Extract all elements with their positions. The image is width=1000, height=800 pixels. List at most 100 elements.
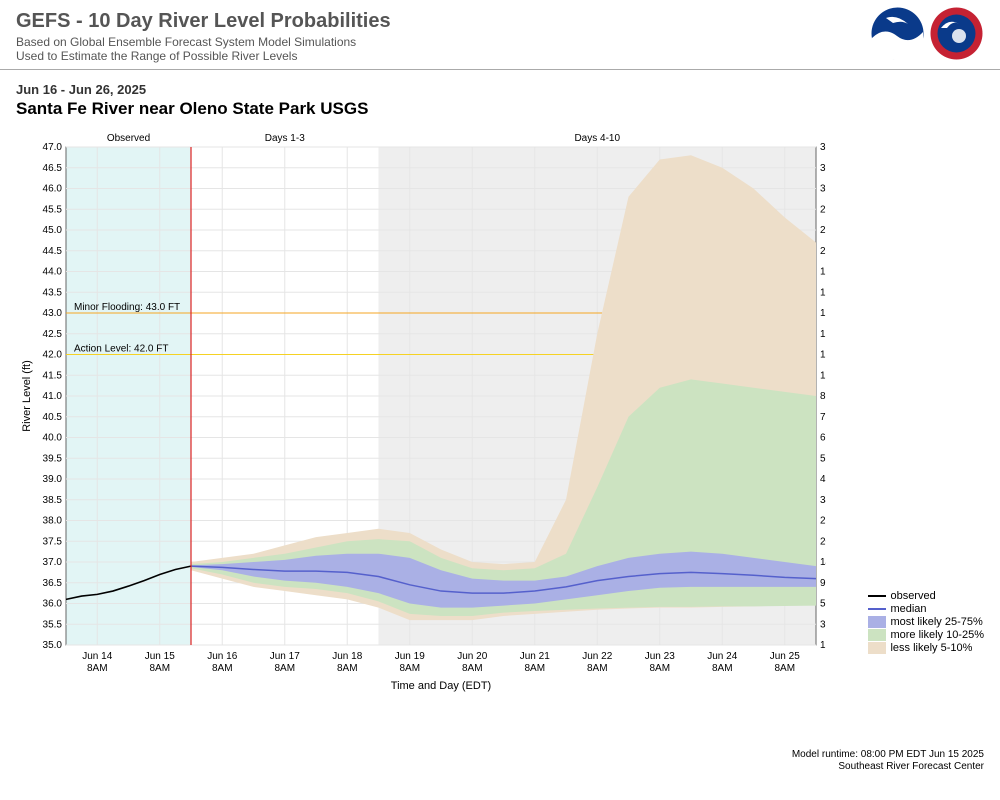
legend-item: most likely 25-75% <box>868 616 984 628</box>
svg-text:Jun 18: Jun 18 <box>332 651 362 662</box>
svg-text:Action Level: 42.0 FT: Action Level: 42.0 FT <box>74 344 169 355</box>
svg-text:8AM: 8AM <box>274 663 295 674</box>
legend-item: median <box>868 603 984 615</box>
svg-text:8AM: 8AM <box>712 663 733 674</box>
legend-label: more likely 10-25% <box>890 629 984 641</box>
svg-text:1,200: 1,200 <box>820 350 826 361</box>
svg-text:8AM: 8AM <box>399 663 420 674</box>
svg-text:Jun 24: Jun 24 <box>707 651 737 662</box>
svg-text:32: 32 <box>820 619 826 630</box>
svg-text:420: 420 <box>820 474 826 485</box>
svg-text:Days 1-3: Days 1-3 <box>265 133 305 144</box>
svg-text:8AM: 8AM <box>337 663 358 674</box>
location-title: Santa Fe River near Oleno State Park USG… <box>0 99 1000 125</box>
subtitle-2: Used to Estimate the Range of Possible R… <box>16 49 984 63</box>
svg-text:Jun 20: Jun 20 <box>457 651 487 662</box>
svg-text:Days 4-10: Days 4-10 <box>574 133 620 144</box>
svg-text:8AM: 8AM <box>524 663 545 674</box>
chart-container: 35.0 35.5 36.0 36.5 37.0 37.5 38.0 38.5 39.0 39.5… <box>16 125 984 700</box>
svg-text:3,300: 3,300 <box>820 163 826 174</box>
svg-text:38.5: 38.5 <box>43 495 63 506</box>
legend-label: most likely 25-75% <box>890 616 982 628</box>
svg-text:46.0: 46.0 <box>43 184 63 195</box>
svg-text:510: 510 <box>820 453 826 464</box>
svg-text:91: 91 <box>820 578 826 589</box>
svg-text:45.0: 45.0 <box>43 225 63 236</box>
legend-swatch <box>868 642 886 654</box>
svg-text:42.0: 42.0 <box>43 350 63 361</box>
svg-text:Jun 17: Jun 17 <box>270 651 300 662</box>
svg-text:1,500: 1,500 <box>820 308 826 319</box>
svg-text:730: 730 <box>820 412 826 423</box>
svg-text:41.5: 41.5 <box>43 370 63 381</box>
svg-text:2,200: 2,200 <box>820 246 826 257</box>
legend-item: observed <box>868 590 984 602</box>
svg-text:Jun 16: Jun 16 <box>207 651 237 662</box>
footer: Model runtime: 08:00 PM EDT Jun 15 2025 … <box>792 748 984 772</box>
svg-text:2,700: 2,700 <box>820 204 826 215</box>
svg-text:43.5: 43.5 <box>43 287 63 298</box>
svg-text:42.5: 42.5 <box>43 329 63 340</box>
logos <box>870 6 984 61</box>
svg-text:38.0: 38.0 <box>43 516 63 527</box>
svg-text:40.0: 40.0 <box>43 433 63 444</box>
svg-text:8AM: 8AM <box>462 663 483 674</box>
svg-text:44.0: 44.0 <box>43 267 63 278</box>
svg-text:8AM: 8AM <box>774 663 795 674</box>
svg-text:340: 340 <box>820 495 826 506</box>
header: GEFS - 10 Day River Level Probabilities … <box>0 0 1000 70</box>
svg-text:Observed: Observed <box>107 133 150 144</box>
svg-text:36.0: 36.0 <box>43 599 63 610</box>
svg-text:8AM: 8AM <box>212 663 233 674</box>
legend-swatch <box>868 629 886 641</box>
svg-text:Jun 14: Jun 14 <box>82 651 112 662</box>
svg-text:36.5: 36.5 <box>43 578 63 589</box>
date-range: Jun 16 - Jun 26, 2025 <box>0 70 1000 99</box>
svg-text:40.5: 40.5 <box>43 412 63 423</box>
subtitle-1: Based on Global Ensemble Forecast System… <box>16 35 984 49</box>
svg-text:17: 17 <box>820 640 826 651</box>
svg-text:Jun 21: Jun 21 <box>520 651 550 662</box>
svg-text:37.0: 37.0 <box>43 557 63 568</box>
svg-text:Time and Day (EDT): Time and Day (EDT) <box>391 680 491 692</box>
page-title: GEFS - 10 Day River Level Probabilities <box>16 10 984 33</box>
svg-text:35.0: 35.0 <box>43 640 63 651</box>
svg-text:860: 860 <box>820 391 826 402</box>
svg-text:270: 270 <box>820 516 826 527</box>
legend-item: more likely 10-25% <box>868 629 984 641</box>
svg-text:3,600: 3,600 <box>820 142 826 153</box>
svg-text:43.0: 43.0 <box>43 308 63 319</box>
legend-label: less likely 5-10% <box>890 642 972 654</box>
svg-text:37.5: 37.5 <box>43 536 63 547</box>
svg-text:Jun 25: Jun 25 <box>770 651 800 662</box>
svg-text:Jun 23: Jun 23 <box>645 651 675 662</box>
svg-text:8AM: 8AM <box>87 663 108 674</box>
nws-logo-icon <box>929 6 984 61</box>
svg-text:Jun 15: Jun 15 <box>145 651 175 662</box>
svg-text:35.5: 35.5 <box>43 619 63 630</box>
svg-text:8AM: 8AM <box>149 663 170 674</box>
svg-text:46.5: 46.5 <box>43 163 63 174</box>
legend: observedmedianmost likely 25-75%more lik… <box>868 590 984 655</box>
svg-text:41.0: 41.0 <box>43 391 63 402</box>
legend-label: median <box>890 603 926 615</box>
svg-text:8AM: 8AM <box>587 663 608 674</box>
svg-text:1,300: 1,300 <box>820 329 826 340</box>
svg-text:8AM: 8AM <box>649 663 670 674</box>
svg-text:River Level (ft): River Level (ft) <box>21 360 33 432</box>
forecast-center: Southeast River Forecast Center <box>792 761 984 772</box>
legend-item: less likely 5-10% <box>868 642 984 654</box>
svg-text:2,400: 2,400 <box>820 225 826 236</box>
svg-text:140: 140 <box>820 557 826 568</box>
svg-text:39.0: 39.0 <box>43 474 63 485</box>
legend-label: observed <box>890 590 935 602</box>
svg-text:620: 620 <box>820 433 826 444</box>
svg-text:Jun 19: Jun 19 <box>395 651 425 662</box>
svg-text:47.0: 47.0 <box>43 142 63 153</box>
svg-text:39.5: 39.5 <box>43 453 63 464</box>
svg-text:Jun 22: Jun 22 <box>582 651 612 662</box>
legend-swatch <box>868 608 886 610</box>
legend-swatch <box>868 616 886 628</box>
svg-text:1,000: 1,000 <box>820 370 826 381</box>
svg-text:200: 200 <box>820 536 826 547</box>
